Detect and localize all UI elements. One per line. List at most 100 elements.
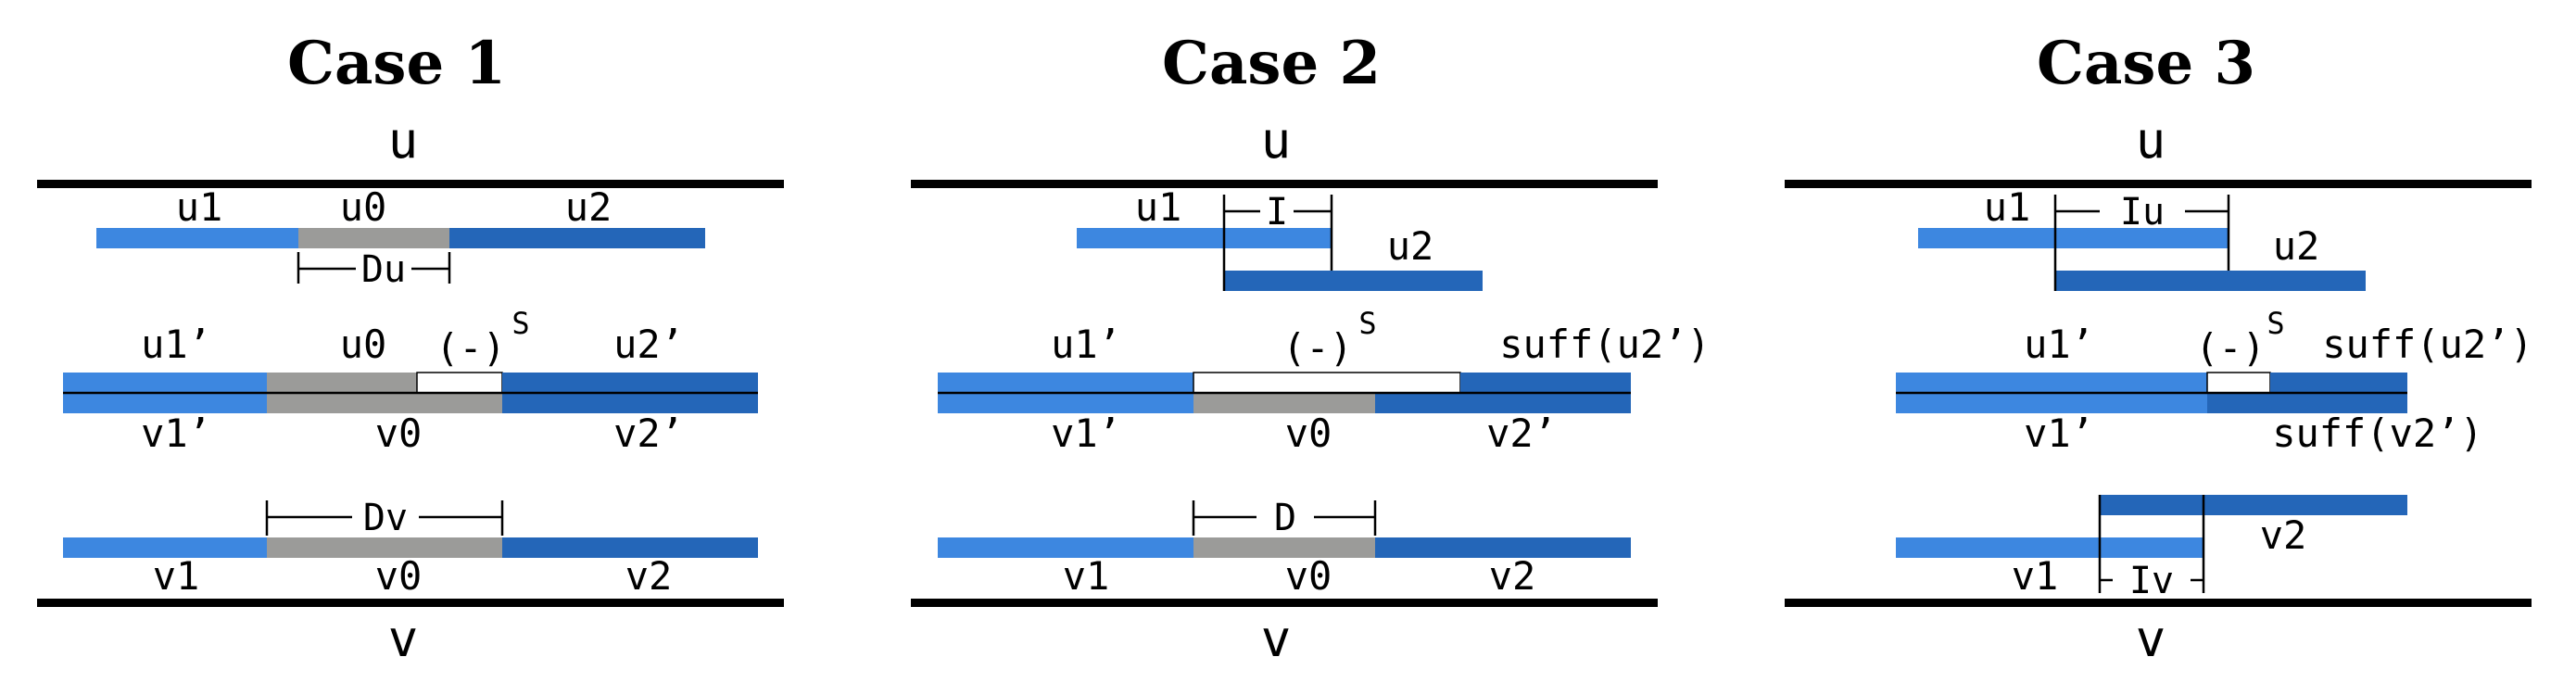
case-3-gap-segment [2206,372,2271,394]
case-1-v1p-segment [63,393,267,413]
case-1-v1-label: v1 [153,553,200,599]
case-2-suffu2p-label: suff(u2’) [1499,322,1711,367]
case-1-v2-label: v2 [625,553,673,599]
case-2-panel: Case 2 u I u1 u2 u1’ (-) S suff(u2’) v1’… [911,29,1711,668]
case-3-v-label: v [2136,610,2166,668]
case-3-v2-label: v2 [2260,512,2307,558]
case-2-suffu2p-segment [1460,373,1631,393]
case-2-v0p-segment [1193,393,1375,413]
case-2-u1p-segment [938,373,1193,393]
case-3-u1-label: u1 [1984,184,2031,230]
case-3-gap-label: (-) [2195,325,2266,371]
case-1-u0p-segment [267,373,417,393]
case-1-dv-dimension [265,500,504,536]
case-2-i-label: I [1266,191,1288,234]
case-1-v2p-label: v2’ [613,411,684,456]
case-1-u2p-label: u2’ [613,322,684,367]
case-3-u-label: u [2136,111,2166,170]
case-3-v1p-label: v1’ [2024,411,2094,456]
case-3-v1p-segment [1896,393,2207,413]
case-1-gap-superscript: S [511,306,529,341]
case-1-v1p-label: v1’ [141,411,211,456]
case-1-u1p-label: u1’ [141,322,211,367]
case-2-v-line [911,599,1658,607]
case-3-suffv2p-label: suff(v2’) [2272,411,2483,456]
case-1-v2p-segment [502,393,758,413]
case-2-v-label: v [1261,610,1292,668]
case-3-iu-label: Iu [2120,191,2165,234]
case-3-u2-label: u2 [2273,223,2320,269]
case-1-gap-label: (-) [436,325,506,371]
case-1-v2-segment [502,537,758,558]
case-3-u1p-segment [1896,373,2207,393]
case-1-v0-segment [267,537,502,558]
case-3-gap-superscript: S [2267,306,2284,341]
case-2-v0p-label: v0 [1285,411,1332,456]
case-2-u-label: u [1261,111,1292,170]
case-1-u1-segment [96,228,298,248]
case-2-gap-segment [1193,372,1461,394]
case-2-v2-label: v2 [1489,553,1536,599]
case-3-suffv2p-segment [2207,393,2407,413]
case-2-u2-segment [1224,271,1483,291]
case-3-suffu2p-label: suff(u2’) [2322,322,2533,367]
case-1-du-label: Du [361,248,406,291]
case-1-title: Case 1 [287,29,506,98]
case-3-u-line [1785,180,2532,188]
case-1-u0p-label: u0 [340,322,387,367]
case-3-panel: Case 3 u Iu u1 u2 u1’ (-) S suff(u2’) v1… [1785,29,2533,668]
case-3-u1-segment [1918,228,2229,248]
case-1-u1-label: u1 [176,184,223,230]
case-1-v0-label: v0 [375,553,423,599]
case-1-u2-label: u2 [565,184,612,230]
case-1-u0-segment [298,228,449,248]
case-2-v1-label: v1 [1063,553,1110,599]
case-3-title: Case 3 [2037,29,2255,98]
case-2-d-dimension [1192,500,1377,536]
case-1-u-line [37,180,784,188]
case-2-u1-label: u1 [1135,184,1182,230]
case-2-u1p-label: u1’ [1051,322,1121,367]
case-1-dv-label: Dv [363,497,408,539]
case-1-du-dimension [297,252,451,284]
case-3-suffu2p-segment [2270,373,2407,393]
case-2-v1-segment [938,537,1193,558]
case-2-v1p-label: v1’ [1051,411,1121,456]
case-2-gap-label: (-) [1282,325,1353,371]
case-2-gap-superscript: S [1358,306,1376,341]
case-2-u-line [911,180,1658,188]
case-2-v2-segment [1375,537,1631,558]
case-2-u2-label: u2 [1387,223,1434,269]
case-2-v1p-segment [938,393,1193,413]
case-1-u2-segment [449,228,705,248]
case-2-d-label: D [1274,497,1296,539]
case-2-v0-segment [1193,537,1375,558]
case-2-title: Case 2 [1162,29,1381,98]
case-3-iv-interval [2098,495,2205,593]
case-1-u1p-segment [63,373,267,393]
case-1-u2p-segment [502,373,758,393]
case-2-i-interval [1222,195,1333,291]
case-3-iv-label: Iv [2129,560,2174,602]
case-1-u0-label: u0 [340,184,387,230]
case-1-u-label: u [388,111,419,170]
case-2-v0-label: v0 [1285,553,1332,599]
case-1-v-line [37,599,784,607]
case-3-v1-label: v1 [2012,553,2059,599]
case-2-v2p-label: v2’ [1486,411,1557,456]
case-2-u1-segment [1077,228,1332,248]
case-1-v0p-segment [267,393,502,413]
case-3-u1p-label: u1’ [2024,322,2094,367]
case-1-gap-segment [416,372,503,394]
case-1-v1-segment [63,537,267,558]
case-3-u2-segment [2055,271,2366,291]
case-2-v2p-segment [1375,393,1631,413]
case-1-v0p-label: v0 [375,411,423,456]
case-3-v1-segment [1896,537,2203,558]
case-1-panel: Case 1 u u1 u0 u2 Du u1’ u0 (-) S u2’ v1… [37,29,784,668]
case-3-v-line [1785,599,2532,607]
case-3-v2-segment [2100,495,2407,515]
case-3-iu-interval [2053,195,2230,291]
case-1-v-label: v [388,610,419,668]
